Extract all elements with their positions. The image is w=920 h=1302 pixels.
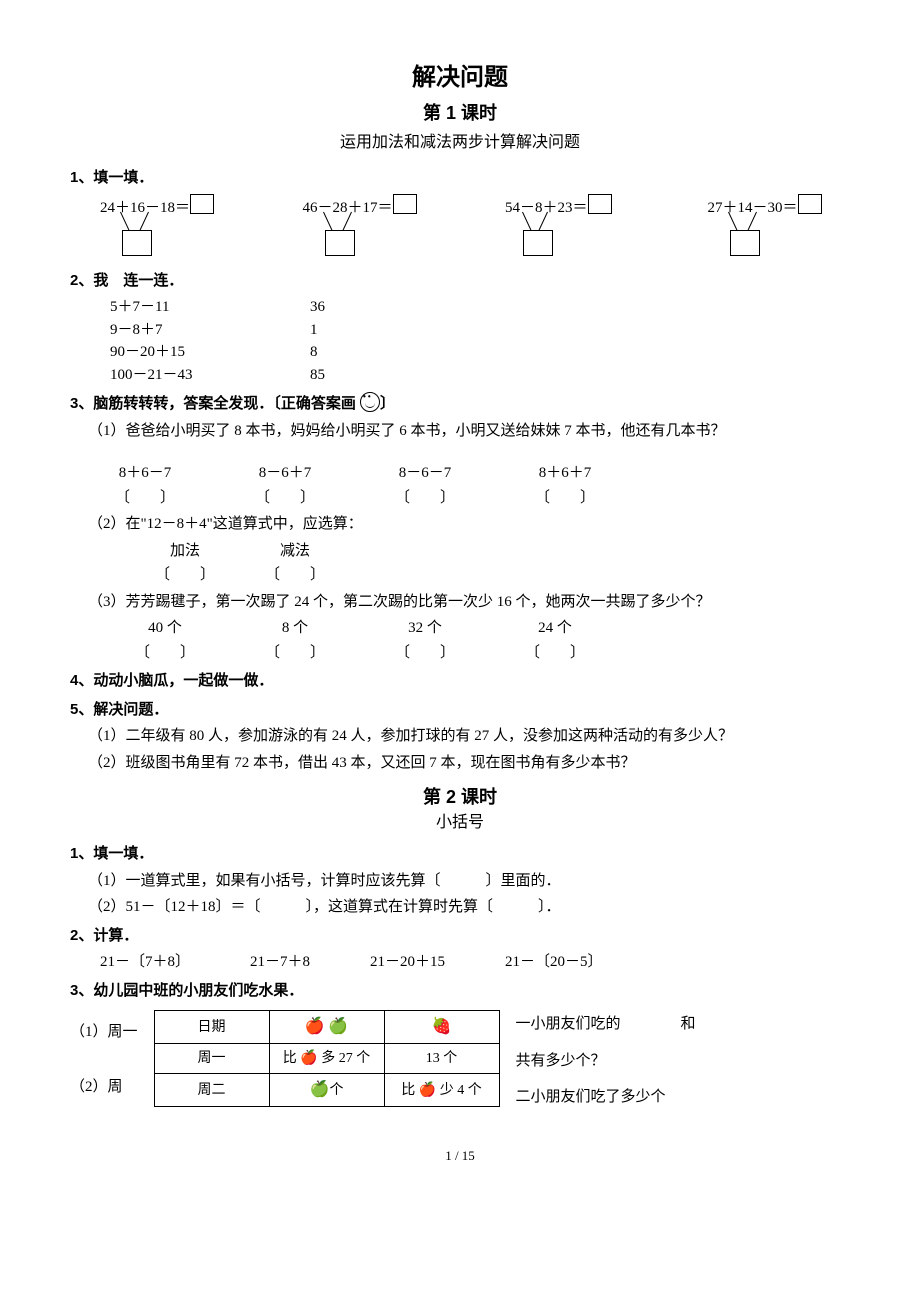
lesson-desc: 运用加法和减法两步计算解决问题 bbox=[70, 131, 850, 155]
answer-paren[interactable]: 〔 〕 bbox=[530, 487, 600, 510]
option: 8＋6＋7 bbox=[530, 462, 600, 485]
table-cell: 🍎 🍏 bbox=[269, 1011, 384, 1044]
answer-paren[interactable]: 〔 〕 bbox=[260, 642, 330, 665]
calc-block: 27＋14－30＝ bbox=[708, 194, 851, 264]
table-cell: 13 个 bbox=[384, 1044, 499, 1074]
q3-p2-opts: 加法〔 〕 减法〔 〕 bbox=[150, 540, 850, 587]
calc-expr: 46－28＋17＝ bbox=[303, 194, 417, 220]
q5-head: 5、解决问题． bbox=[70, 699, 850, 722]
q3-p3-opts: 40 个〔 〕 8 个〔 〕 32 个〔 〕 24 个〔 〕 bbox=[130, 617, 850, 664]
s2-q2-exprs: 21－〔7＋8〕 21－7＋8 21－20＋15 21－〔20－5〕 bbox=[100, 951, 850, 974]
table-row: 周二 🍏个 比 🍎 少 4 个 bbox=[154, 1074, 499, 1107]
s2-q1-p2: （2）51－〔12＋18〕＝〔 〕，这道算式在计算时先算〔 〕． bbox=[88, 896, 850, 919]
table-cell: 比 🍎 多 27 个 bbox=[269, 1044, 384, 1074]
table-row: 周一 比 🍎 多 27 个 13 个 bbox=[154, 1044, 499, 1074]
calc-block: 54－8＋23＝ bbox=[505, 194, 648, 264]
apple-icon: 🍎 bbox=[305, 1015, 325, 1039]
option: 32 个 bbox=[390, 617, 460, 640]
apple-icon: 🍏 bbox=[328, 1015, 348, 1039]
table-cell: 🍓 bbox=[384, 1011, 499, 1044]
calc-block: 24＋16－18＝ bbox=[100, 194, 243, 264]
match-left: 5＋7－11 bbox=[110, 296, 310, 319]
answer-paren[interactable]: 〔 〕 bbox=[110, 487, 180, 510]
q2-matching: 5＋7－1136 9－8＋71 90－20＋158 100－21－4385 bbox=[70, 296, 850, 386]
q1-calc-row: 24＋16－18＝ 46－28＋17＝ 54－8＋23＝ 27＋14－30＝ bbox=[100, 194, 850, 264]
option: 8 个 bbox=[260, 617, 330, 640]
match-right: 1 bbox=[310, 319, 370, 342]
main-title: 解决问题 bbox=[70, 60, 850, 96]
lesson-title: 第 1 课时 bbox=[70, 100, 850, 127]
strawberry-icon: 🍓 bbox=[432, 1015, 452, 1039]
table-cell: 日期 bbox=[154, 1011, 269, 1044]
table-cell: 比 🍎 少 4 个 bbox=[384, 1074, 499, 1107]
table-cell: 🍏个 bbox=[269, 1074, 384, 1107]
q3-p1: （1）爸爸给小明买了 8 本书，妈妈给小明买了 6 本书，小明又送给妹妹 7 本… bbox=[88, 420, 850, 443]
q2-head: 2、我 连一连． bbox=[70, 270, 850, 293]
s2-q1-head: 1、填一填． bbox=[70, 843, 850, 866]
q5-p2: （2）班级图书角里有 72 本书，借出 43 本，又还回 7 本，现在图书角有多… bbox=[88, 752, 850, 775]
fruit-wrap: （1）周一 （2）周 日期 🍎 🍏 🍓 周一 比 🍎 多 27 个 13 个 周… bbox=[70, 1006, 850, 1116]
option: 减法 bbox=[260, 540, 330, 563]
section2-title: 第 2 课时 bbox=[70, 784, 850, 811]
answer-paren[interactable]: 〔 〕 bbox=[150, 564, 220, 587]
answer-paren[interactable]: 〔 〕 bbox=[130, 642, 200, 665]
option: 8－6＋7 bbox=[250, 462, 320, 485]
q5-p1: （1）二年级有 80 人，参加游泳的有 24 人，参加打球的有 27 人，没参加… bbox=[88, 725, 850, 748]
table-cell: 周二 bbox=[154, 1074, 269, 1107]
fruit-side-right: 一小朋友们吃的 和 共有多少个？ 二小朋友们吃了多少个 bbox=[516, 1006, 696, 1116]
match-left: 9－8＋7 bbox=[110, 319, 310, 342]
option: 8＋6－7 bbox=[110, 462, 180, 485]
calc-expr: 24＋16－18＝ bbox=[100, 194, 214, 220]
calc-expr: 27＋14－30＝ bbox=[708, 194, 822, 220]
intermediate-box-icon[interactable] bbox=[325, 230, 355, 256]
calc-expr: 21－20＋15 bbox=[370, 951, 445, 974]
option: 8－6－7 bbox=[390, 462, 460, 485]
smiley-icon bbox=[360, 392, 380, 412]
calc-expr: 21－〔20－5〕 bbox=[505, 951, 603, 974]
q1-head: 1、填一填． bbox=[70, 167, 850, 190]
intermediate-box-icon[interactable] bbox=[523, 230, 553, 256]
match-right: 36 bbox=[310, 296, 370, 319]
calc-block: 46－28＋17＝ bbox=[303, 194, 446, 264]
match-right: 85 bbox=[310, 364, 370, 387]
apple-icon: 🍏 bbox=[310, 1078, 330, 1102]
answer-box-icon[interactable] bbox=[588, 194, 612, 214]
q3-head: 3、脑筋转转转，答案全发现．〔正确答案画 〕 bbox=[70, 392, 850, 416]
table-cell: 周一 bbox=[154, 1044, 269, 1074]
option: 40 个 bbox=[130, 617, 200, 640]
intermediate-box-icon[interactable] bbox=[122, 230, 152, 256]
q3-p1-opts: 8＋6－7〔 〕 8－6＋7〔 〕 8－6－7〔 〕 8＋6＋7〔 〕 bbox=[110, 462, 850, 509]
answer-box-icon[interactable] bbox=[393, 194, 417, 214]
calc-expr: 21－7＋8 bbox=[250, 951, 310, 974]
intermediate-box-icon[interactable] bbox=[730, 230, 760, 256]
s2-q3-head: 3、幼儿园中班的小朋友们吃水果． bbox=[70, 980, 850, 1003]
answer-paren[interactable]: 〔 〕 bbox=[520, 642, 590, 665]
calc-expr: 21－〔7＋8〕 bbox=[100, 951, 190, 974]
fruit-table: 日期 🍎 🍏 🍓 周一 比 🍎 多 27 个 13 个 周二 🍏个 比 🍎 少 … bbox=[154, 1010, 500, 1107]
answer-box-icon[interactable] bbox=[798, 194, 822, 214]
match-right: 8 bbox=[310, 341, 370, 364]
answer-paren[interactable]: 〔 〕 bbox=[250, 487, 320, 510]
q3-p3: （3）芳芳踢毽子，第一次踢了 24 个，第二次踢的比第一次少 16 个，她两次一… bbox=[88, 591, 850, 614]
answer-paren[interactable]: 〔 〕 bbox=[390, 642, 460, 665]
q4-head: 4、动动小脑瓜，一起做一做． bbox=[70, 670, 850, 693]
match-left: 100－21－43 bbox=[110, 364, 310, 387]
table-row: 日期 🍎 🍏 🍓 bbox=[154, 1011, 499, 1044]
s2-q1-p1: （1）一道算式里，如果有小括号，计算时应该先算〔 〕里面的． bbox=[88, 870, 850, 893]
answer-box-icon[interactable] bbox=[190, 194, 214, 214]
section2-sub: 小括号 bbox=[70, 811, 850, 835]
option: 24 个 bbox=[520, 617, 590, 640]
answer-paren[interactable]: 〔 〕 bbox=[390, 487, 460, 510]
page-footer: 1 / 15 bbox=[70, 1146, 850, 1166]
fruit-side-left: （1）周一 （2）周 bbox=[70, 1006, 138, 1116]
match-left: 90－20＋15 bbox=[110, 341, 310, 364]
option: 加法 bbox=[150, 540, 220, 563]
s2-q2-head: 2、计算． bbox=[70, 925, 850, 948]
q3-p2: （2）在"12－8＋4"这道算式中，应选算： bbox=[88, 513, 850, 536]
calc-expr: 54－8＋23＝ bbox=[505, 194, 612, 220]
answer-paren[interactable]: 〔 〕 bbox=[260, 564, 330, 587]
